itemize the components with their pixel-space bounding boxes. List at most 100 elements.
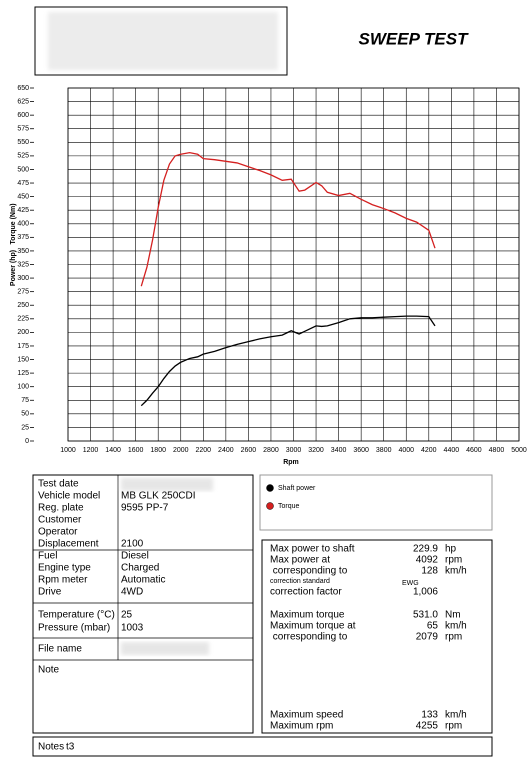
- field-label: Displacement: [38, 539, 99, 550]
- x-tick-label: 4200: [421, 447, 437, 454]
- field-label: Engine type: [38, 563, 91, 574]
- x-tick-label: 3600: [353, 447, 369, 454]
- y-tick-label: 425: [17, 207, 29, 214]
- result-label: Max power at: [270, 555, 330, 566]
- result-unit: rpm: [445, 555, 462, 566]
- y-tick-label: 550: [17, 139, 29, 146]
- result-value: 128: [421, 566, 438, 577]
- field-label: Drive: [38, 587, 62, 598]
- notes-label: Notes: [38, 742, 64, 753]
- y-tick-label: 150: [17, 356, 29, 363]
- x-tick-label: 3200: [308, 447, 324, 454]
- y-tick-label: 650: [17, 85, 29, 92]
- x-tick-label: 1800: [150, 447, 166, 454]
- y-tick-label: 400: [17, 221, 29, 228]
- field-label: Customer: [38, 515, 82, 526]
- x-tick-label: 2600: [241, 447, 257, 454]
- y-tick-label: 200: [17, 329, 29, 336]
- y-tick-label: 600: [17, 112, 29, 119]
- field-label: Operator: [38, 527, 78, 538]
- legend-marker: [266, 484, 274, 492]
- result-value: 1,006: [413, 587, 438, 598]
- result-label: correction factor: [270, 587, 342, 598]
- results-box: [261, 539, 493, 734]
- field-label: Note: [38, 665, 60, 676]
- result-label: correction standard: [270, 578, 330, 585]
- x-tick-label: 5000: [511, 447, 527, 454]
- y-tick-label: 375: [17, 234, 29, 241]
- result-value: 229.9: [413, 544, 438, 555]
- y-tick-label: 500: [17, 166, 29, 173]
- field-label: Rpm meter: [38, 575, 88, 586]
- y-tick-label: 100: [17, 384, 29, 391]
- y-tick-label: 325: [17, 261, 29, 268]
- y-tick-label: 625: [17, 98, 29, 105]
- data-line: [140, 315, 436, 407]
- x-tick-label: 4000: [398, 447, 414, 454]
- x-axis-label: Rpm: [283, 459, 299, 466]
- result-unit: km/h: [445, 710, 467, 721]
- notes-value: t3: [66, 742, 75, 753]
- x-tick-label: 1000: [60, 447, 76, 454]
- x-tick-label: 3000: [286, 447, 302, 454]
- blurred-date: [121, 478, 213, 491]
- x-tick-label: 1600: [128, 447, 144, 454]
- field-label: Pressure (mbar): [38, 623, 110, 634]
- field-label: Reg. plate: [38, 503, 84, 514]
- result-value: 133: [421, 710, 438, 721]
- legend-box: [259, 474, 493, 531]
- y-tick-label: 75: [21, 397, 29, 404]
- header-box: [34, 6, 288, 76]
- x-tick-label: 1400: [105, 447, 121, 454]
- result-label: Maximum torque at: [270, 621, 356, 632]
- result-label: Maximum speed: [270, 710, 343, 721]
- vehicle-box: [32, 474, 254, 734]
- result-value: 4255: [416, 721, 439, 732]
- result-value: 65: [427, 621, 439, 632]
- y-tick-label: 300: [17, 275, 29, 282]
- y-tick-label: 250: [17, 302, 29, 309]
- x-tick-label: 2200: [196, 447, 212, 454]
- title: SWEEP TEST: [359, 29, 470, 48]
- legend-label: Torque: [278, 503, 300, 510]
- field-value: 9595 PP-7: [121, 503, 169, 514]
- field-value: MB GLK 250CDI: [121, 491, 195, 502]
- x-tick-label: 4800: [489, 447, 505, 454]
- x-tick-label: 2000: [173, 447, 189, 454]
- result-value: 531.0: [413, 610, 438, 621]
- x-tick-label: 1200: [83, 447, 99, 454]
- result-label: Max power to shaft: [270, 544, 355, 555]
- x-tick-label: 3400: [331, 447, 347, 454]
- result-unit: rpm: [445, 721, 462, 732]
- y-tick-label: 175: [17, 343, 29, 350]
- legend-label: Shaft power: [278, 485, 316, 492]
- y-tick-label: 350: [17, 248, 29, 255]
- result-label: Maximum rpm: [270, 721, 333, 732]
- y-tick-label: 225: [17, 316, 29, 323]
- data-line: [140, 151, 436, 287]
- y-axis-label: Power (hp): [10, 250, 17, 286]
- x-tick-label: 4600: [466, 447, 482, 454]
- result-label: Maximum torque: [270, 610, 345, 621]
- field-label: Vehicle model: [38, 491, 100, 502]
- y-tick-label: 525: [17, 153, 29, 160]
- field-value: 1003: [121, 623, 144, 634]
- result-unit: km/h: [445, 566, 467, 577]
- field-label: File name: [38, 644, 82, 655]
- field-value: Automatic: [121, 575, 165, 586]
- result-label: corresponding to: [270, 566, 348, 577]
- y-tick-label: 450: [17, 193, 29, 200]
- y-axis-label: Torque (Nm): [10, 203, 17, 244]
- field-label: Test date: [38, 479, 79, 490]
- y-tick-label: 475: [17, 180, 29, 187]
- blurred-file: [121, 642, 209, 655]
- field-label: Fuel: [38, 551, 57, 562]
- field-value: 2100: [121, 539, 144, 550]
- result-label: corresponding to: [270, 632, 348, 643]
- field-value: Charged: [121, 563, 159, 574]
- y-tick-label: 275: [17, 288, 29, 295]
- y-tick-label: 125: [17, 370, 29, 377]
- field-value: Diesel: [121, 551, 149, 562]
- legend-marker: [266, 502, 274, 510]
